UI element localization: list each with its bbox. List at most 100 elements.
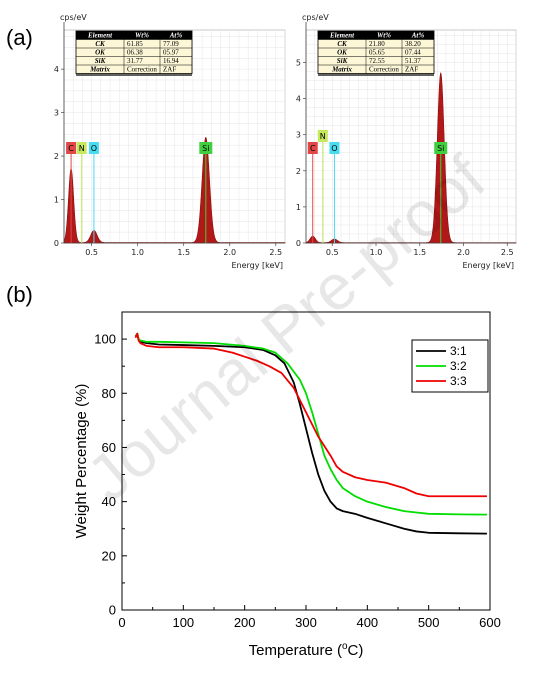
- x-axis-label-degree: o: [342, 641, 348, 652]
- comp-table-header-bg: [76, 31, 192, 40]
- x-tick-label: 1.0: [370, 248, 383, 257]
- comp-table-cell: 72.55: [369, 57, 385, 65]
- comp-table-header-bg: [318, 31, 434, 40]
- y-tick-label: 20: [102, 548, 116, 563]
- x-tick-label: 2.0: [223, 248, 236, 257]
- comp-table-cell: OK: [337, 49, 348, 57]
- spectrum-area: [63, 136, 286, 244]
- element-marker-label: O: [91, 144, 97, 153]
- y-tick-label: 40: [102, 494, 116, 509]
- element-marker-label: Si: [202, 144, 209, 153]
- comp-table-header-cell: Wt%: [135, 32, 149, 40]
- y-tick-label: 1: [54, 196, 59, 205]
- series-line-3-3: [134, 332, 487, 498]
- y-tick-label: 5: [296, 58, 301, 67]
- y-tick-label: 3: [296, 131, 301, 140]
- x-tick-label: 2.5: [269, 248, 282, 257]
- x-tick-label: 600: [479, 615, 501, 630]
- comp-table-cell: 21.80: [369, 40, 385, 48]
- y-tick-label: 2: [296, 167, 301, 176]
- legend-label: 3:2: [450, 359, 467, 373]
- y-unit-label: cps/eV: [302, 13, 329, 22]
- comp-table-cell: SiK: [95, 57, 107, 65]
- comp-table-cell: 51.37: [405, 57, 421, 65]
- x-tick-label: 1.5: [177, 248, 190, 257]
- comp-table-cell: Correction: [369, 66, 399, 74]
- comp-table-cell: ZAF: [163, 66, 176, 74]
- y-tick-label: 80: [102, 386, 116, 401]
- x-axis-label: Energy [keV]: [231, 261, 283, 270]
- element-marker-label: N: [320, 132, 326, 141]
- y-tick-label: 2: [54, 152, 59, 161]
- element-marker-label: C: [68, 144, 74, 153]
- y-tick-label: 4: [296, 95, 301, 104]
- x-tick-label: 1.0: [131, 248, 144, 257]
- x-tick-label: 0.5: [85, 248, 98, 257]
- y-axis-label: Weight Percentage (%): [73, 384, 90, 539]
- comp-table-cell: 05.97: [163, 49, 179, 57]
- tga-chart: 0 100 200 300 400 500 600 0 20 40 60 80 100 Weight Pe…: [73, 311, 501, 659]
- comp-table-cell: 61.85: [127, 40, 143, 48]
- element-marker-box: [434, 142, 448, 154]
- element-marker-label: Si: [437, 144, 444, 153]
- y-tick-label: 4: [54, 65, 59, 74]
- comp-table-cell: Correction: [127, 66, 157, 74]
- comp-table-header-cell: Wt%: [377, 32, 391, 40]
- x-axis-label: Temperature (oC): [249, 641, 364, 659]
- series-line-3-2: [134, 332, 487, 516]
- comp-table-header-cell: Element: [329, 32, 355, 40]
- y-tick-label: 1: [296, 203, 301, 212]
- comp-table-cell: CK: [337, 40, 348, 48]
- element-marker-box: [66, 142, 77, 154]
- y-tick-label: 100: [94, 332, 116, 347]
- y-tick-label: 0: [296, 239, 301, 248]
- comp-table-cell: 07.44: [405, 49, 421, 57]
- y-unit-label: cps/eV: [60, 13, 87, 22]
- element-marker-box: [199, 142, 213, 154]
- x-tick-label: 100: [172, 615, 194, 630]
- comp-table-cell: 05.65: [369, 49, 385, 57]
- x-tick-label: 1.5: [413, 248, 426, 257]
- element-marker-box: [88, 142, 99, 154]
- element-marker-label: N: [79, 144, 85, 153]
- x-axis-label: Energy [keV]: [462, 261, 514, 270]
- comp-table-header-cell: At%: [411, 32, 425, 40]
- element-marker-label: O: [331, 144, 337, 153]
- x-tick-label: 400: [356, 615, 378, 630]
- element-marker-box: [76, 142, 87, 154]
- comp-table-cell: Matrix: [89, 66, 110, 74]
- comp-table-header-cell: Element: [87, 32, 113, 40]
- comp-table-cell: CK: [95, 40, 106, 48]
- x-tick-label: 200: [234, 615, 256, 630]
- comp-table-cell: 77.09: [163, 40, 179, 48]
- comp-table-cell: Matrix: [331, 66, 352, 74]
- eds-spectrum-left: 0.5 1.0 1.5 2.0 2.5 0 1 2 3 4 cps/eV Energy [keV] C N…: [54, 13, 286, 270]
- y-tick-label: 60: [102, 440, 116, 455]
- comp-table-cell: ZAF: [405, 66, 418, 74]
- element-marker-label: C: [310, 144, 316, 153]
- x-tick-label: 2.5: [501, 248, 514, 257]
- x-tick-label: 0.5: [326, 248, 339, 257]
- series-line-3-1: [134, 332, 487, 535]
- comp-table-cell: 06.38: [127, 49, 143, 57]
- panel-a-label: (a): [6, 25, 33, 50]
- y-tick-label: 0: [109, 603, 116, 618]
- comp-table-cell: SiK: [337, 57, 349, 65]
- y-tick-label: 0: [54, 239, 59, 248]
- legend-label: 3:1: [450, 344, 467, 358]
- x-tick-label: 0: [118, 615, 125, 630]
- x-tick-label: 300: [295, 615, 317, 630]
- x-axis-label-end: C): [348, 642, 364, 659]
- comp-table-cell: 16.94: [163, 57, 179, 65]
- element-marker-box: [329, 142, 340, 154]
- legend-label: 3:3: [450, 374, 467, 388]
- comp-table-cell: 38.20: [405, 40, 421, 48]
- panel-b-label: (b): [6, 282, 33, 307]
- comp-table-header-cell: At%: [169, 32, 183, 40]
- x-axis-label-main: Temperature (: [249, 642, 342, 659]
- eds-spectrum-right: 0.5 1.0 1.5 2.0 2.5 0 1 2 3 4 5 cps/eV Energy [keV] C…: [296, 13, 517, 270]
- x-tick-label: 500: [418, 615, 440, 630]
- comp-table-cell: OK: [95, 49, 106, 57]
- element-marker-box: [307, 142, 318, 154]
